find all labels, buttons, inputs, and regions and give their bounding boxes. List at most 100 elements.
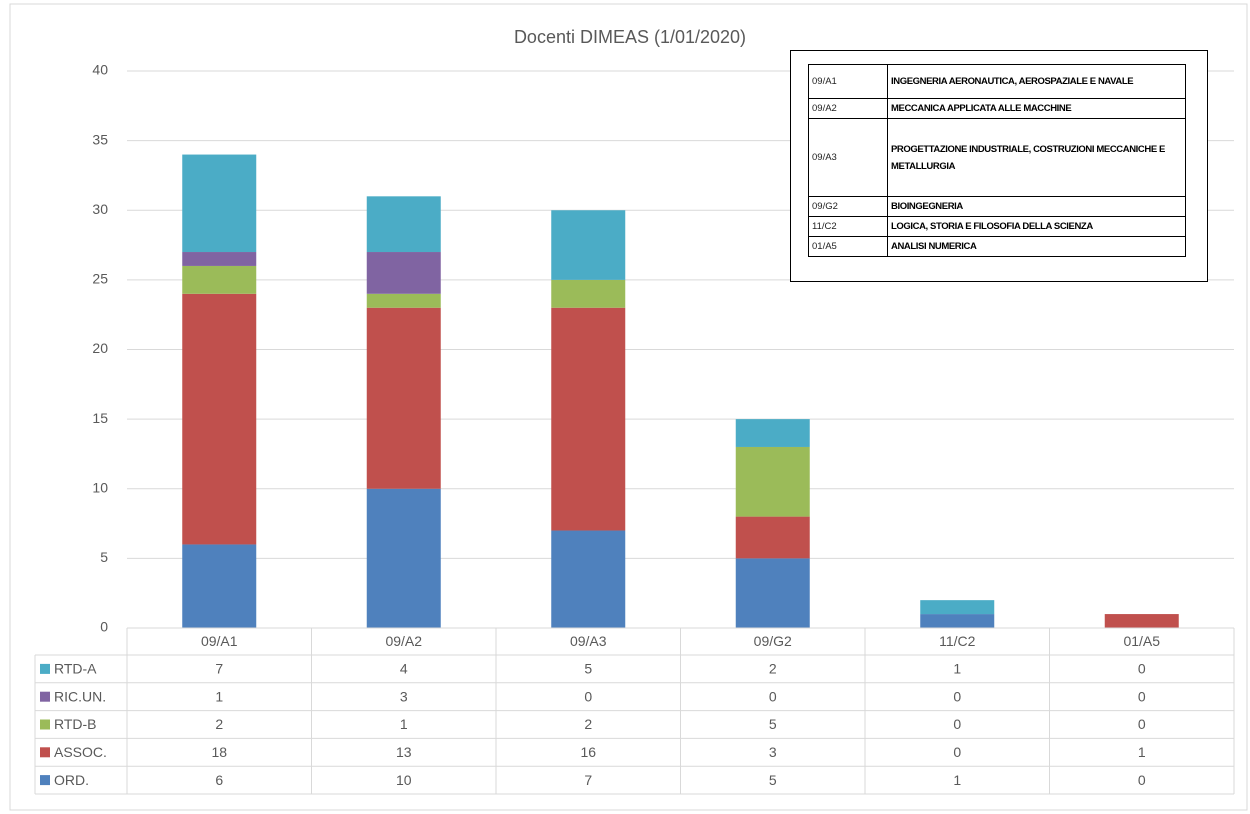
bar-segment — [735, 516, 810, 559]
bar-segment — [366, 293, 441, 308]
table-value: 5 — [769, 772, 777, 788]
table-value: 5 — [584, 661, 592, 677]
y-tick-label: 20 — [92, 340, 108, 356]
bar-segment — [182, 293, 257, 545]
table-value: 3 — [400, 688, 408, 704]
x-tick-label: 09/A1 — [201, 633, 238, 649]
y-tick-label: 0 — [100, 619, 108, 635]
table-value: 0 — [953, 716, 961, 732]
x-tick-label: 01/A5 — [1123, 633, 1160, 649]
x-tick-label: 09/A2 — [385, 633, 422, 649]
table-value: 0 — [1138, 772, 1146, 788]
bar-segment — [551, 210, 626, 280]
description-cell: ANALISI NUMERICA — [887, 236, 1186, 257]
bar-segment — [735, 558, 810, 628]
legend-swatch — [40, 691, 50, 702]
table-value: 6 — [215, 772, 223, 788]
legend-label: RTD-B — [54, 716, 97, 732]
table-value: 5 — [769, 716, 777, 732]
y-tick-label: 15 — [92, 410, 108, 426]
code-cell: 01/A5 — [808, 236, 888, 257]
table-value: 10 — [396, 772, 412, 788]
bar-segment — [182, 544, 257, 628]
description-cell: BIOINGEGNERIA — [887, 196, 1186, 217]
code-cell: 09/A3 — [808, 118, 888, 197]
bar-segment — [735, 446, 810, 517]
bar-segment — [366, 307, 441, 489]
y-tick-label: 10 — [92, 479, 108, 495]
bar-segment — [920, 600, 995, 615]
x-tick-label: 09/G2 — [754, 633, 792, 649]
table-value: 0 — [953, 744, 961, 760]
table-value: 1 — [400, 716, 408, 732]
code-row: 09/G2 BIOINGEGNERIA — [808, 196, 1186, 217]
y-tick-label: 35 — [92, 131, 108, 147]
bar-segment — [1104, 614, 1179, 628]
bar-segment — [551, 307, 626, 531]
table-value: 16 — [580, 744, 596, 760]
code-row: 09/A2 MECCANICA APPLICATA ALLE MACCHINE — [808, 98, 1186, 119]
table-value: 0 — [953, 688, 961, 704]
legend-label: ORD. — [54, 772, 89, 788]
y-tick-label: 25 — [92, 271, 108, 287]
x-tick-label: 11/C2 — [939, 633, 976, 649]
description-cell: PROGETTAZIONE INDUSTRIALE, COSTRUZIONI M… — [887, 118, 1186, 197]
code-cell: 09/A2 — [808, 98, 888, 119]
table-value: 2 — [584, 716, 592, 732]
table-value: 1 — [953, 661, 961, 677]
y-tick-label: 5 — [100, 549, 108, 565]
description-cell: MECCANICA APPLICATA ALLE MACCHINE — [887, 98, 1186, 119]
code-cell: 09/A1 — [808, 64, 888, 99]
table-value: 13 — [396, 744, 412, 760]
table-value: 0 — [1138, 688, 1146, 704]
table-value: 1 — [1138, 744, 1146, 760]
legend-swatch — [40, 747, 50, 758]
code-cell: 11/C2 — [808, 216, 888, 237]
code-row: 09/A1 INGEGNERIA AERONAUTICA, AEROSPAZIAL… — [808, 64, 1186, 99]
table-value: 0 — [769, 688, 777, 704]
y-tick-label: 30 — [92, 201, 108, 217]
bar-segment — [182, 154, 257, 253]
chart-title: Docenti DIMEAS (1/01/2020) — [514, 27, 746, 47]
bar-segment — [182, 265, 257, 294]
legend-swatch — [40, 663, 50, 674]
code-row: 11/C2 LOGICA, STORIA E FILOSOFIA DELLA SC… — [808, 216, 1186, 237]
legend-label: RIC.UN. — [54, 688, 106, 704]
legend-label: ASSOC. — [54, 744, 107, 760]
bar-segment — [920, 614, 995, 628]
table-value: 0 — [1138, 716, 1146, 732]
table-value: 7 — [215, 661, 223, 677]
bar-segment — [551, 530, 626, 628]
table-value: 18 — [211, 744, 227, 760]
legend-label: RTD-A — [54, 661, 97, 677]
table-value: 3 — [769, 744, 777, 760]
description-cell: INGEGNERIA AERONAUTICA, AEROSPAZIALE E N… — [887, 64, 1186, 99]
description-cell: LOGICA, STORIA E FILOSOFIA DELLA SCIENZA — [887, 216, 1186, 237]
bar-segment — [182, 252, 257, 266]
chart-frame — [9, 3, 1248, 811]
table-value: 7 — [584, 772, 592, 788]
table-value: 2 — [215, 716, 223, 732]
x-tick-label: 09/A3 — [570, 633, 607, 649]
table-value: 4 — [400, 661, 408, 677]
bar-segment — [735, 419, 810, 447]
code-cell: 09/G2 — [808, 196, 888, 217]
code-row: 09/A3 PROGETTAZIONE INDUSTRIALE, COSTRUZI… — [808, 118, 1186, 197]
bar-segment — [366, 488, 441, 628]
table-value: 1 — [215, 688, 223, 704]
y-tick-label: 40 — [92, 62, 108, 78]
bar-segment — [551, 279, 626, 308]
table-value: 0 — [584, 688, 592, 704]
code-legend: 09/A1 INGEGNERIA AERONAUTICA, AEROSPAZIAL… — [790, 50, 1208, 282]
bar-segment — [366, 196, 441, 253]
table-value: 2 — [769, 661, 777, 677]
code-row: 01/A5 ANALISI NUMERICA — [808, 236, 1186, 257]
table-value: 1 — [953, 772, 961, 788]
legend-swatch — [40, 719, 50, 730]
table-value: 0 — [1138, 661, 1146, 677]
bar-segment — [366, 252, 441, 294]
code-table: 09/A1 INGEGNERIA AERONAUTICA, AEROSPAZIAL… — [808, 64, 1186, 257]
legend-swatch — [40, 775, 50, 786]
